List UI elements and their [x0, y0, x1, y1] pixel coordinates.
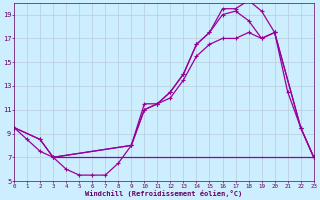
X-axis label: Windchill (Refroidissement éolien,°C): Windchill (Refroidissement éolien,°C) [85, 190, 243, 197]
